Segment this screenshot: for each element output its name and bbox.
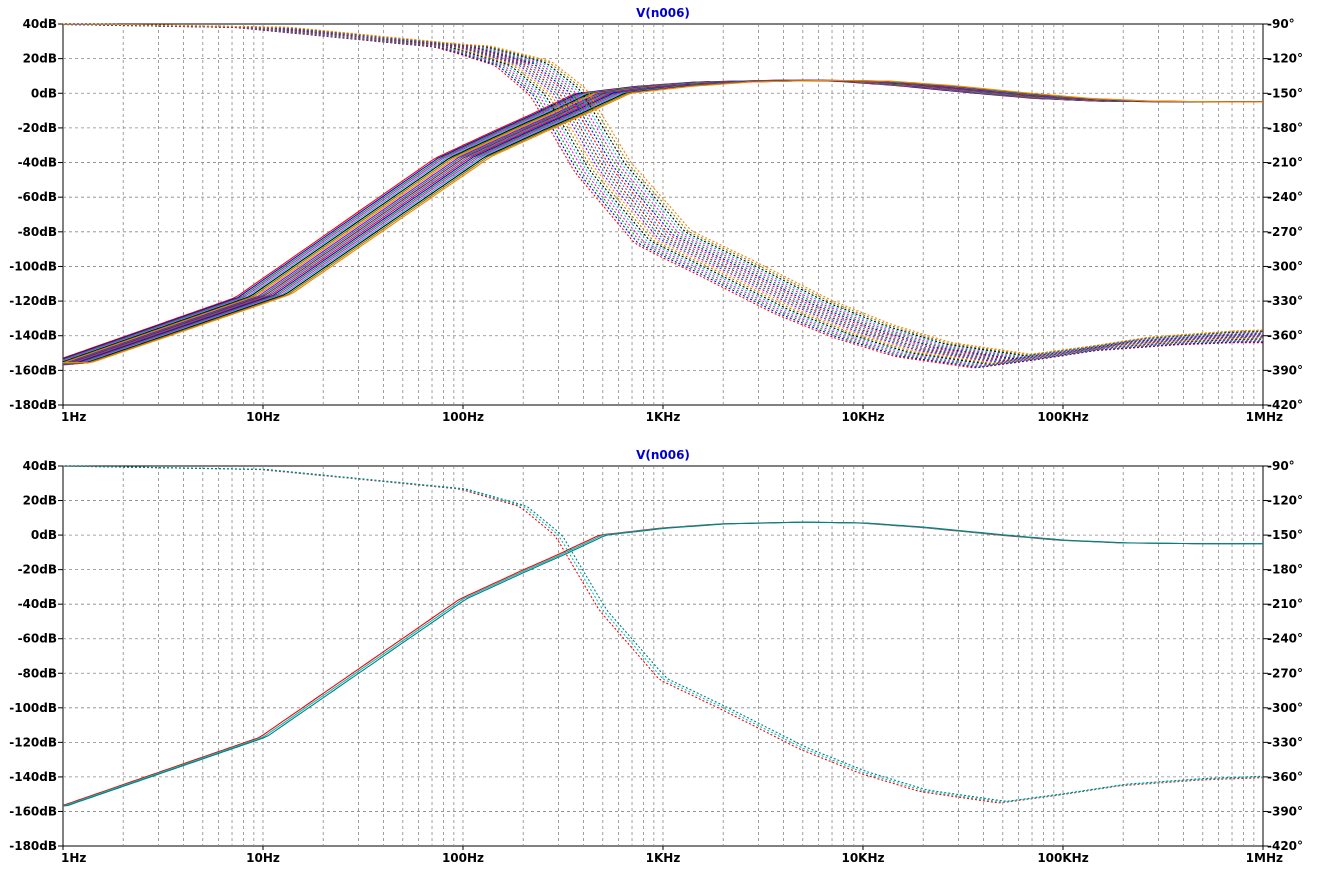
- y-tick-label-left: -180dB: [9, 839, 57, 853]
- x-tick-label: 10KHz: [841, 851, 884, 865]
- y-tick-label-left: -80dB: [18, 225, 57, 239]
- phase-trace: [63, 23, 1264, 355]
- y-tick-label-right: -360°: [1267, 329, 1303, 343]
- x-tick-label: 1KHz: [646, 851, 681, 865]
- y-tick-label-right: -330°: [1267, 294, 1303, 308]
- y-tick-label-right: -90°: [1267, 459, 1295, 473]
- y-tick-label-left: -100dB: [9, 701, 57, 715]
- y-tick-label-left: -120dB: [9, 294, 57, 308]
- y-tick-label-right: -390°: [1267, 363, 1303, 377]
- y-tick-label-right: -210°: [1267, 156, 1303, 170]
- x-tick-label: 10KHz: [841, 410, 884, 424]
- x-tick-label: 100Hz: [442, 851, 484, 865]
- y-tick-label-right: -120°: [1267, 52, 1303, 66]
- magnitude-trace: [62, 521, 1263, 807]
- y-tick-label-right: -210°: [1267, 597, 1303, 611]
- y-tick-label-right: -300°: [1267, 701, 1303, 715]
- magnitude-trace: [63, 79, 1263, 364]
- phase-trace: [63, 465, 1264, 802]
- bode-panel-2: 40dB 20dB 0dB -20dB -40dB -60dB -80dB -100dB -12…: [9, 448, 1303, 865]
- y-tick-label-left: 0dB: [31, 528, 57, 542]
- y-tick-label-left: -60dB: [18, 632, 57, 646]
- y-tick-label-left: -80dB: [18, 666, 57, 680]
- y-tick-label-right: -180°: [1267, 563, 1303, 577]
- y-tick-label-left: 0dB: [31, 86, 57, 100]
- y-tick-label-left: 40dB: [23, 459, 57, 473]
- x-tick-label: 100KHz: [1037, 851, 1088, 865]
- y-tick-label-right: -390°: [1267, 804, 1303, 818]
- plot-title: V(n006): [636, 448, 690, 462]
- y-tick-label-right: -360°: [1267, 770, 1303, 784]
- y-tick-label-left: -160dB: [9, 804, 57, 818]
- y-tick-label-right: -420°: [1267, 839, 1303, 853]
- y-tick-label-left: -140dB: [9, 770, 57, 784]
- plot-frame: [62, 465, 1264, 847]
- y-tick-label-left: -100dB: [9, 259, 57, 273]
- x-tick-label: 100KHz: [1037, 410, 1088, 424]
- y-tick-label-right: -150°: [1267, 528, 1303, 542]
- y-tick-label-left: 20dB: [23, 52, 57, 66]
- y-tick-label-left: -120dB: [9, 735, 57, 749]
- y-tick-label-right: -90°: [1267, 17, 1295, 31]
- y-tick-label-left: -180dB: [9, 398, 57, 412]
- y-tick-label-left: -20dB: [18, 121, 57, 135]
- y-tick-label-left: 40dB: [23, 17, 57, 31]
- y-tick-label-right: -420°: [1267, 398, 1303, 412]
- plot-title: V(n006): [636, 6, 690, 20]
- y-tick-label-left: 20dB: [23, 494, 57, 508]
- y-tick-label-right: -330°: [1267, 735, 1303, 749]
- bode-panel-1: 40dB 20dB 0dB -20dB -40dB -60dB -80dB -100dB -12…: [9, 6, 1303, 424]
- x-tick-label: 10Hz: [246, 851, 280, 865]
- y-tick-label-left: -60dB: [18, 190, 57, 204]
- y-tick-label-left: -40dB: [18, 597, 57, 611]
- y-tick-label-right: -240°: [1267, 632, 1303, 646]
- x-tick-label: 10Hz: [246, 410, 280, 424]
- y-tick-label-right: -300°: [1267, 259, 1303, 273]
- y-tick-label-right: -150°: [1267, 86, 1303, 100]
- x-tick-label: 1Hz: [61, 851, 86, 865]
- y-tick-label-left: -40dB: [18, 156, 57, 170]
- x-tick-label: 1Hz: [61, 410, 86, 424]
- y-tick-label-left: -20dB: [18, 563, 57, 577]
- y-tick-label-left: -140dB: [9, 329, 57, 343]
- x-tick-label: 1MHz: [1246, 410, 1283, 424]
- y-tick-label-right: -180°: [1267, 121, 1303, 135]
- x-tick-label: 1MHz: [1246, 851, 1283, 865]
- x-tick-label: 1KHz: [646, 410, 681, 424]
- x-tick-label: 100Hz: [442, 410, 484, 424]
- y-tick-label-right: -120°: [1267, 494, 1303, 508]
- y-tick-label-right: -270°: [1267, 666, 1303, 680]
- y-tick-label-left: -160dB: [9, 363, 57, 377]
- y-tick-label-right: -240°: [1267, 190, 1303, 204]
- y-tick-label-right: -270°: [1267, 225, 1303, 239]
